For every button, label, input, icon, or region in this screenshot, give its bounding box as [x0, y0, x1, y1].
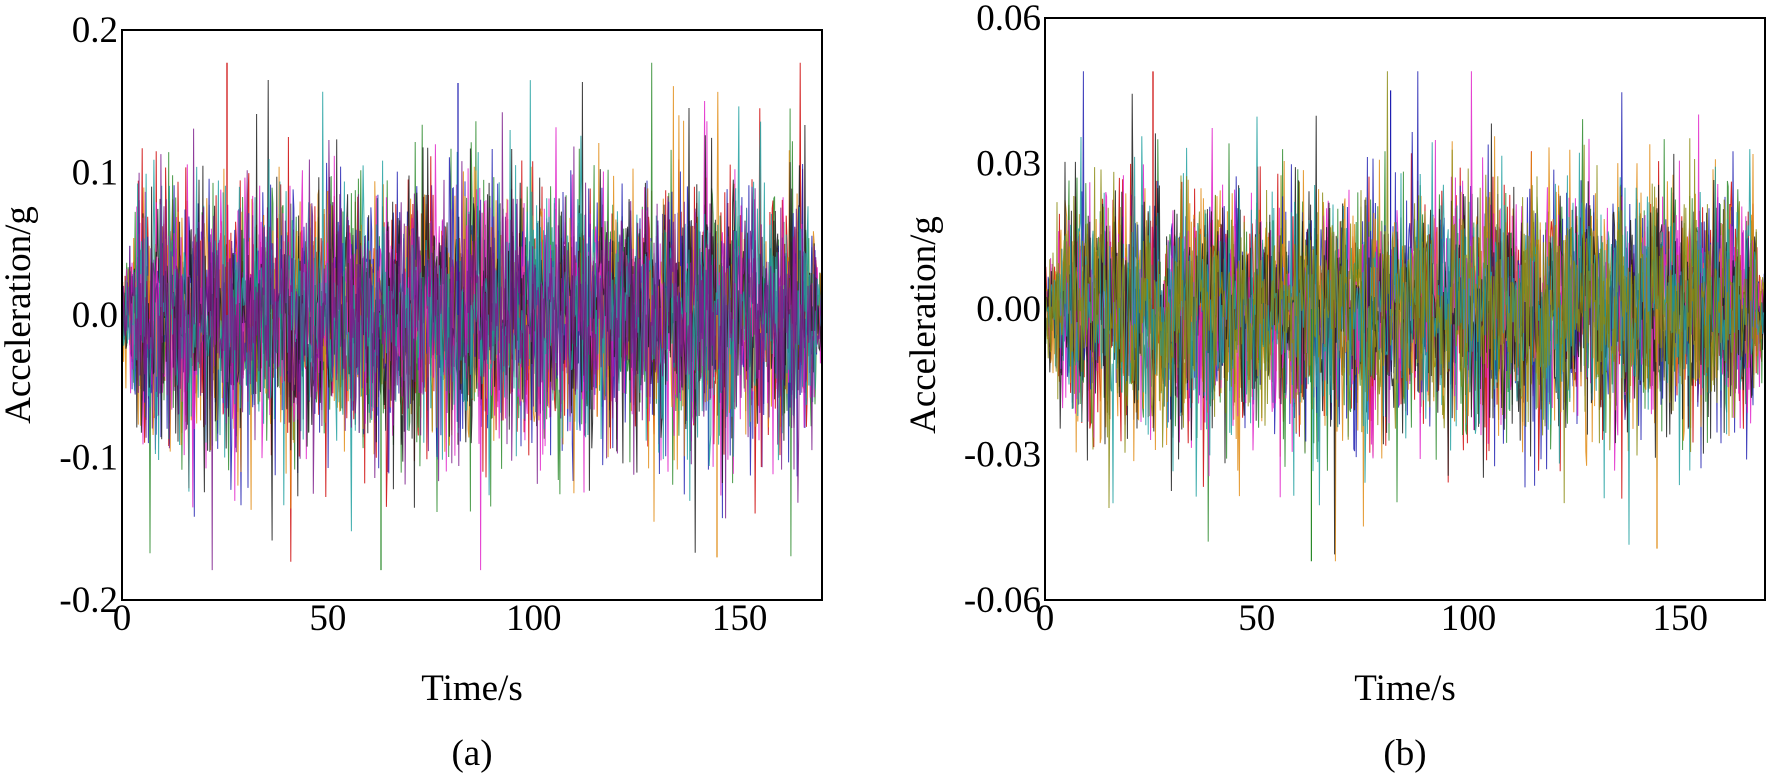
- x-axis-label-b: Time/s: [1354, 668, 1455, 709]
- y-tick-label: 0.00: [976, 289, 1041, 330]
- x-axis-label-a: Time/s: [421, 668, 522, 709]
- series-lines-a: [121, 62, 823, 571]
- x-tick-label: 150: [1653, 598, 1709, 639]
- chart-panel-b: -0.06 -0.03 0.00 0.03 0.06 0 50 100 150 Acceler…: [903, 0, 1766, 774]
- y-axis-label-b: Acceleration/g: [903, 216, 944, 434]
- plot-frame-b: [1044, 17, 1766, 601]
- y-tick-label: 0.2: [72, 10, 118, 51]
- series-lines-b: [1044, 71, 1766, 562]
- y-tick-labels-a: -0.2 -0.1 0.0 0.1 0.2: [59, 10, 118, 621]
- y-tick-label: 0.03: [976, 144, 1041, 185]
- acceleration-series-a-8: [121, 112, 823, 571]
- y-tick-labels-b: -0.06 -0.03 0.00 0.03 0.06: [964, 0, 1041, 621]
- y-axis-label-a: Acceleration/g: [0, 206, 39, 424]
- x-tick-label: 0: [113, 598, 132, 639]
- y-tick-label: -0.03: [964, 435, 1041, 476]
- x-tick-labels-b: 0 50 100 150: [1036, 598, 1708, 639]
- x-tick-label: 100: [1441, 598, 1497, 639]
- panel-caption-b: (b): [1383, 733, 1426, 774]
- x-tick-label: 0: [1036, 598, 1055, 639]
- y-tick-label: 0.06: [976, 0, 1041, 39]
- y-tick-label: -0.06: [964, 580, 1041, 621]
- x-tick-label: 150: [712, 598, 768, 639]
- x-tick-label: 100: [506, 598, 562, 639]
- acceleration-series-b-8: [1044, 71, 1766, 509]
- y-tick-label: -0.2: [59, 580, 118, 621]
- panel-caption-a: (a): [451, 733, 492, 774]
- y-tick-label: 0.1: [72, 153, 118, 194]
- y-tick-label: -0.1: [59, 438, 118, 479]
- acceleration-series-a-6: [121, 79, 823, 553]
- x-tick-labels-a: 0 50 100 150: [113, 598, 768, 639]
- chart-panel-a: -0.2 -0.1 0.0 0.1 0.2 0 50 100 150 Acceleration…: [0, 10, 823, 774]
- y-tick-label: 0.0: [72, 295, 118, 336]
- plot-frame-a: [121, 29, 823, 601]
- x-tick-label: 50: [309, 598, 346, 639]
- x-tick-label: 50: [1238, 598, 1275, 639]
- acceleration-series-b-7: [1044, 116, 1766, 545]
